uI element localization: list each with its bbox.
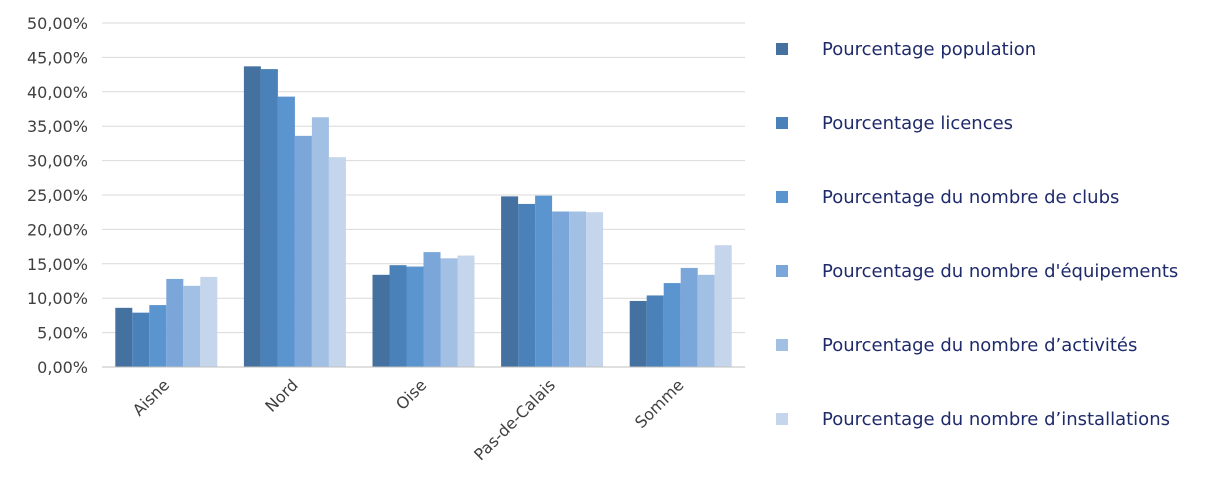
bar (457, 255, 475, 367)
legend-label: Pourcentage du nombre de clubs (822, 187, 1119, 208)
y-tick-label: 0,00% (37, 358, 88, 377)
bar (328, 157, 346, 367)
bar (372, 274, 390, 367)
legend-swatch (776, 43, 788, 55)
legend-label: Pourcentage du nombre d'équipements (822, 261, 1178, 282)
bar (535, 195, 553, 367)
y-tick-label: 40,00% (27, 83, 88, 102)
legend-swatch (776, 339, 788, 351)
bar (166, 278, 184, 367)
bar (243, 66, 261, 368)
y-tick-label: 10,00% (27, 289, 88, 308)
bar (277, 96, 295, 367)
bar (663, 283, 681, 367)
bar (697, 274, 715, 367)
legend: Pourcentage population Pourcentage licenc… (776, 39, 1178, 430)
x-tick-label: Aisne (129, 375, 173, 419)
bar (132, 312, 150, 367)
bar (518, 203, 536, 367)
x-tick-label: Oise (392, 375, 430, 413)
bar (260, 69, 278, 367)
bar (501, 196, 519, 367)
y-tick-label: 45,00% (27, 48, 88, 67)
bar (629, 300, 647, 367)
x-tick-label: Nord (261, 375, 301, 415)
bar (680, 267, 698, 367)
legend-swatch (776, 191, 788, 203)
x-tick-label: Somme (631, 375, 688, 432)
legend-swatch (776, 265, 788, 277)
bar (311, 117, 329, 367)
y-tick-label: 50,00% (27, 14, 88, 33)
bar (200, 276, 218, 367)
bar (646, 295, 664, 367)
x-tick-label: Pas-de-Calais (470, 375, 559, 464)
bars (115, 66, 732, 368)
legend-label: Pourcentage du nombre d’installations (822, 409, 1170, 430)
y-tick-label: 20,00% (27, 220, 88, 239)
legend-label: Pourcentage licences (822, 113, 1013, 134)
legend-label: Pourcentage population (822, 39, 1036, 60)
bar (406, 266, 424, 367)
bar (115, 307, 133, 367)
bar (423, 252, 441, 367)
legend-swatch (776, 117, 788, 129)
y-tick-label: 35,00% (27, 117, 88, 136)
y-tick-label: 5,00% (37, 324, 88, 343)
y-tick-label: 30,00% (27, 152, 88, 171)
y-tick-label: 25,00% (27, 186, 88, 205)
legend-swatch (776, 413, 788, 425)
bar (183, 285, 201, 367)
bar (149, 305, 167, 367)
bar (569, 211, 587, 367)
legend-label: Pourcentage du nombre d’activités (822, 335, 1137, 356)
bar (440, 258, 458, 367)
bar (586, 212, 604, 367)
bar (552, 211, 570, 367)
y-axis-ticks: 0,00% 5,00% 10,00% 15,00% 20,00% 25,00% 30,00%… (27, 14, 88, 377)
bar (714, 245, 732, 367)
bar (389, 265, 407, 367)
x-axis-labels: Aisne Nord Oise Pas-de-Calais Somme (129, 375, 688, 464)
bar (294, 135, 312, 367)
y-tick-label: 15,00% (27, 255, 88, 274)
